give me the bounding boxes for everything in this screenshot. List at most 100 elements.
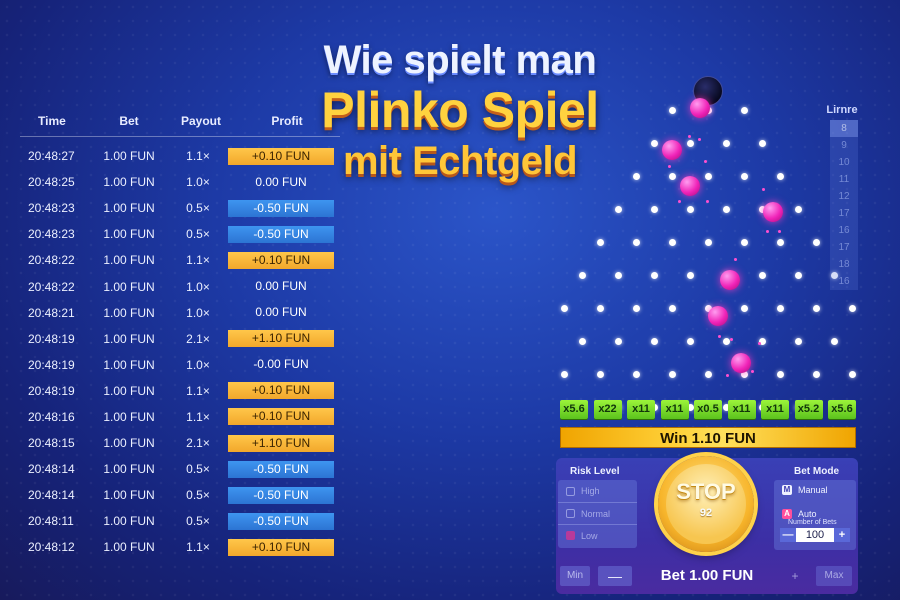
risk-high-icon xyxy=(566,486,575,496)
bet-decrease-button[interactable]: — xyxy=(598,566,632,586)
spark xyxy=(766,230,769,233)
peg xyxy=(776,370,784,378)
cell-profit: +1.10 FUN xyxy=(228,330,334,348)
cell-payout: 1.1× xyxy=(186,409,210,424)
risk-option-normal[interactable]: Normal xyxy=(558,502,637,524)
cell-bet: 1.00 FUN xyxy=(103,488,155,503)
peg xyxy=(722,139,730,147)
peg xyxy=(722,403,730,411)
risk-option-label: Low xyxy=(581,530,598,541)
cell-time: 20:48:22 xyxy=(28,279,75,294)
cell-profit: 0.00 FUN xyxy=(255,305,307,320)
bet-increase-button[interactable]: + xyxy=(791,569,799,583)
cell-profit: -0.00 FUN xyxy=(253,357,309,372)
cell-payout: 1.0× xyxy=(186,279,210,294)
bets-increase-button[interactable]: + xyxy=(834,528,850,542)
cell-profit: 0.00 FUN xyxy=(255,174,307,189)
cell-profit: -0.50 FUN xyxy=(228,486,334,504)
peg xyxy=(704,172,712,180)
multiplier-slot: x5.6 xyxy=(828,400,856,419)
side-list: 8 9 10 11 12 17 16 17 18 16 xyxy=(830,120,858,290)
spark xyxy=(778,230,781,233)
cell-time: 20:48:15 xyxy=(28,436,75,451)
bet-max-button[interactable]: Max xyxy=(816,566,852,586)
peg xyxy=(794,271,802,279)
peg xyxy=(668,238,676,246)
bets-decrease-button[interactable]: — xyxy=(780,528,796,542)
cell-bet: 1.00 FUN xyxy=(103,279,155,294)
risk-option-low[interactable]: Low xyxy=(558,524,637,546)
peg xyxy=(776,238,784,246)
peg xyxy=(794,337,802,345)
side-list-item: 11 xyxy=(838,174,850,185)
peg xyxy=(632,238,640,246)
table-row: 20:48:22 1.00 FUN 1.0× 0.00 FUN xyxy=(20,273,340,299)
peg xyxy=(722,205,730,213)
cell-time: 20:48:25 xyxy=(28,175,75,190)
spark xyxy=(706,200,709,203)
ball xyxy=(708,306,728,326)
bets-count-input[interactable]: 100 xyxy=(805,529,825,541)
cell-bet: 1.00 FUN xyxy=(103,227,155,242)
table-row: 20:48:25 1.00 FUN 1.0× 0.00 FUN xyxy=(20,169,340,195)
peg xyxy=(848,304,856,312)
cell-time: 20:48:14 xyxy=(28,488,75,503)
peg xyxy=(758,139,766,147)
spark xyxy=(762,188,765,191)
cell-bet: 1.00 FUN xyxy=(103,462,155,477)
peg xyxy=(596,370,604,378)
header-divider xyxy=(20,136,340,137)
cell-bet: 1.00 FUN xyxy=(103,305,155,320)
peg xyxy=(740,238,748,246)
stop-button-face xyxy=(666,464,746,544)
table-header: Time Bet Payout Profit xyxy=(20,114,340,134)
spark xyxy=(688,135,691,138)
cell-time: 20:48:19 xyxy=(28,331,75,346)
cell-time: 20:48:16 xyxy=(28,409,75,424)
peg xyxy=(578,337,586,345)
risk-option-label: High xyxy=(581,486,600,496)
peg xyxy=(632,172,640,180)
cell-bet: 1.00 FUN xyxy=(103,253,155,268)
cell-profit: +1.10 FUN xyxy=(228,434,334,452)
peg xyxy=(776,172,784,180)
peg xyxy=(722,337,730,345)
cell-payout: 1.0× xyxy=(186,357,210,372)
mode-manual-label: Manual xyxy=(798,485,828,495)
peg xyxy=(614,337,622,345)
peg xyxy=(650,271,658,279)
cell-bet: 1.00 FUN xyxy=(103,175,155,190)
mode-option-manual[interactable]: M Manual xyxy=(774,480,856,500)
peg xyxy=(758,337,766,345)
multiplier-slot: x11 xyxy=(660,400,689,419)
risk-normal-icon xyxy=(566,509,575,518)
multiplier-slot: x5.6 xyxy=(560,400,588,419)
ball xyxy=(720,270,740,290)
peg xyxy=(614,271,622,279)
stop-button[interactable]: STOP 92 xyxy=(658,456,754,552)
risk-option-high[interactable]: High xyxy=(558,480,637,502)
peg xyxy=(740,106,748,114)
cell-time: 20:48:11 xyxy=(28,514,74,529)
headline-line-3: mit Echtgeld xyxy=(342,139,578,183)
cell-time: 20:48:22 xyxy=(28,253,75,268)
table-row: 20:48:21 1.00 FUN 1.0× 0.00 FUN xyxy=(20,300,340,326)
cell-payout: 1.0× xyxy=(186,305,210,320)
cell-payout: 0.5× xyxy=(186,201,210,216)
peg xyxy=(632,304,640,312)
mode-option-auto[interactable]: A Auto xyxy=(774,504,856,524)
table-row: 20:48:19 1.00 FUN 2.1× +1.10 FUN xyxy=(20,326,340,352)
cell-bet: 1.00 FUN xyxy=(103,201,155,216)
cell-bet: 1.00 FUN xyxy=(103,409,155,424)
side-list-item: 16 xyxy=(838,276,850,287)
peg xyxy=(758,271,766,279)
cell-profit: +0.10 FUN xyxy=(228,147,334,165)
spark xyxy=(718,335,721,338)
table-row: 20:48:19 1.00 FUN 1.1× +0.10 FUN xyxy=(20,378,340,404)
bet-min-button[interactable]: Min xyxy=(560,566,590,586)
cell-payout: 2.1× xyxy=(186,436,210,451)
cell-time: 20:48:19 xyxy=(28,383,75,398)
table-row: 20:48:22 1.00 FUN 1.1× +0.10 FUN xyxy=(20,247,340,273)
cell-time: 20:48:23 xyxy=(28,201,75,216)
spark xyxy=(734,258,737,261)
